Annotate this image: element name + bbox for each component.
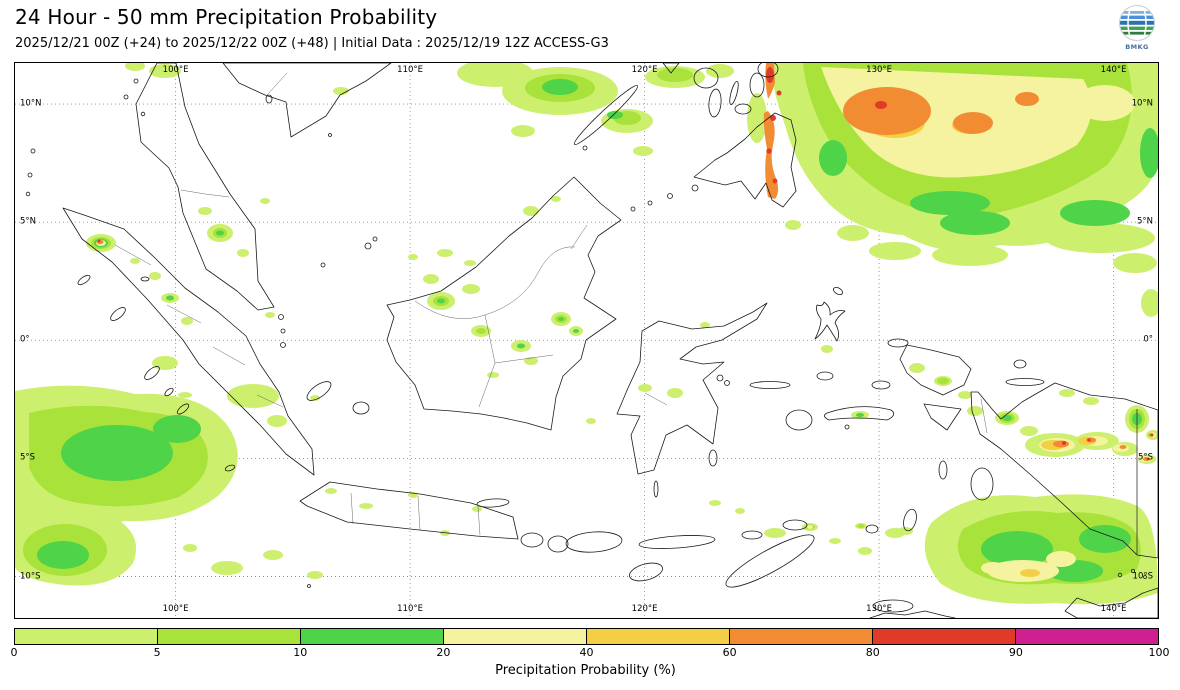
lon-label-bottom: 100°E [162,604,189,614]
colorbar-tick: 10 [293,646,308,659]
colorbar-segment [1016,629,1158,644]
colorbar-segment [15,629,158,644]
precip-band-60-80 [96,63,1154,461]
colorbar-segment [301,629,444,644]
lon-label-bottom: 140°E [1100,604,1127,614]
coast-malay-peninsula [135,63,275,311]
lon-label-bottom: 130°E [866,604,893,614]
colorbar-tick: 90 [1008,646,1023,659]
coast-mindanao [693,112,797,208]
colorbar-segment [158,629,301,644]
colorbar-tick: 80 [865,646,880,659]
colorbar-segment [587,629,730,644]
coast-indochina [222,63,392,138]
coastlines [25,63,1158,618]
lat-label-right: 10°N [1131,98,1153,109]
colorbar-segment [730,629,873,644]
colorbar-tick: 60 [722,646,737,659]
lat-label-left: 10°N [20,98,42,109]
lon-label-top: 120°E [631,65,658,75]
lat-label-left: 5°S [20,452,36,463]
lat-label-left: 0° [20,334,30,345]
page-title: 24 Hour - 50 mm Precipitation Probabilit… [15,5,438,29]
map-panel: 100°E 110°E 120°E 130°E 140°E 100°E 110°… [14,62,1159,619]
colorbar-tick: 20 [436,646,451,659]
lon-label-top: 140°E [1100,65,1127,75]
map-svg [15,63,1158,618]
coast-australia-capeyork [1064,587,1158,618]
lat-label-right: 5°S [1137,452,1153,463]
precip-band-10-20 [37,79,1158,582]
precip-band-80-90 [97,67,1154,461]
lon-label-top: 100°E [162,65,189,75]
coast-sumatra [62,207,315,476]
page-subtitle: 2025/12/21 00Z (+24) to 2025/12/22 00Z (… [15,36,609,51]
coast-papua-body [970,382,1158,559]
lat-label-left: 10°S [20,571,41,581]
coast-sulawesi [616,302,768,475]
lat-label-right: 10°S [1132,571,1153,581]
colorbar-segment [444,629,587,644]
colorbar-segment [873,629,1016,644]
colorbar-title: Precipitation Probability (%) [495,663,676,678]
coast-bomberai [923,403,962,431]
colorbar-tick: 40 [579,646,594,659]
lat-label-left: 5°N [20,216,37,227]
coast-papua-birdshead [899,344,972,396]
coast-mindoro [662,63,680,74]
bmkg-logo-text: BMKG [1125,43,1149,51]
coast-halmahera [814,301,846,342]
lat-label-right: 0° [1143,334,1153,345]
lon-label-top: 130°E [866,65,893,75]
lon-label-top: 110°E [397,65,424,75]
bmkg-logo: BMKG [1113,3,1161,51]
coast-seram [824,406,895,421]
precip-field [15,63,1158,605]
coast-australia-darwin [869,610,956,618]
lon-label-bottom: 120°E [631,604,658,614]
colorbar-gradient [14,628,1159,645]
coast-borneo [386,176,622,431]
lon-label-bottom: 110°E [397,604,424,614]
lat-label-right: 5°N [1136,216,1153,227]
colorbar-ticks: 0 5 10 20 40 60 80 90 100 [10,646,1170,660]
admin-boundaries [114,72,988,536]
colorbar-tick: 5 [153,646,161,659]
bmkg-globe-icon [1119,5,1155,41]
colorbar-tick: 0 [10,646,18,659]
colorbar-tick: 100 [1148,646,1170,659]
coast-java [299,481,519,540]
